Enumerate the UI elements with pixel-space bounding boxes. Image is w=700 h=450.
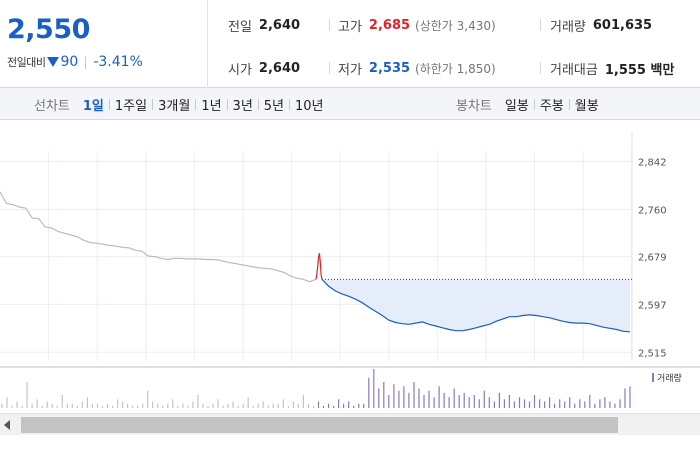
y-tick-label: 2,842 (638, 158, 667, 169)
candle_periods-1[interactable]: 주봉 (539, 98, 564, 114)
stat-label: 저가 (338, 63, 362, 78)
y-tick-label: 2,597 (638, 300, 667, 311)
change-label: 전일대비 (7, 56, 46, 69)
stat-low: 저가 2,535 (하한가 1,850) (338, 59, 496, 78)
y-tick-label: 2,679 (638, 253, 667, 264)
stat-label: 거래대금 (550, 63, 598, 78)
below-prev-close-area (322, 279, 630, 332)
stat-label: 시가 (228, 63, 252, 78)
price-chart[interactable]: 2,842 2,760 2,679 2,597 2,515 거래량 (0, 121, 700, 412)
stat-value: 2,535 (368, 61, 411, 76)
candle-chart-title: 봉차트 (456, 98, 492, 114)
price-chart-svg[interactable]: 2,842 2,760 2,679 2,597 2,515 거래량 (0, 121, 700, 412)
change-rate: -3.41% (93, 54, 143, 70)
current-price-box: 2,550 전일대비 90 -3.41% (0, 0, 208, 88)
toolbar-divider (152, 98, 154, 110)
line-chart-title: 선차트 (34, 98, 70, 114)
toolbar-divider (108, 98, 110, 110)
toolbar-divider (533, 98, 535, 110)
line_periods-0[interactable]: 1일 (82, 98, 104, 114)
line_periods-5[interactable]: 5년 (263, 98, 285, 114)
stat-label: 전일 (228, 20, 252, 35)
volume-legend-label: 거래량 (657, 372, 682, 384)
stat-separator (329, 62, 330, 74)
stat-value: 2,640 (258, 61, 301, 76)
price-series-0 (0, 191, 317, 283)
change-amount: 90 (60, 54, 79, 70)
stat-separator (540, 19, 541, 31)
toolbar-divider (195, 98, 197, 110)
chart-scrollbar[interactable] (0, 413, 700, 435)
stat-high: 고가 2,685 (상한가 3,430) (338, 16, 496, 35)
change-separator (85, 55, 87, 69)
line_periods-2[interactable]: 3개월 (158, 98, 191, 114)
price-series-1 (315, 252, 323, 280)
stat-label: 거래량 (550, 20, 586, 35)
stat-label: 고가 (338, 20, 362, 35)
stat-separator (540, 62, 541, 74)
candle_periods-0[interactable]: 일봉 (504, 98, 529, 114)
current-price: 2,550 (7, 14, 90, 45)
line_periods-4[interactable]: 3년 (232, 98, 253, 114)
toolbar-divider (226, 98, 228, 110)
stat-value: 2,685 (368, 18, 411, 33)
y-tick-label: 2,760 (638, 205, 667, 216)
candle_periods-2[interactable]: 월봉 (574, 98, 599, 114)
line-chart-periods: 선차트 1일 1주일 3개월 1년 3년 5년 10년 (34, 88, 329, 120)
toolbar-divider (568, 98, 570, 110)
line_periods-6[interactable]: 10년 (295, 98, 324, 114)
stat-open: 시가 2,640 (228, 59, 300, 78)
y-tick-label: 2,515 (638, 348, 667, 359)
stat-prev-close: 전일 2,640 (228, 16, 300, 35)
change-row: 전일대비 90 -3.41% (7, 54, 143, 70)
stat-separator (329, 19, 330, 31)
stat-trade-value: 거래대금 1,555 백만 (550, 59, 674, 78)
stat-value: 1,555 백만 (604, 63, 675, 78)
chart-toolbar: 선차트 1일 1주일 3개월 1년 3년 5년 10년 봉차트 일봉 주봉 월봉 (0, 88, 700, 120)
stat-value: 2,640 (258, 18, 301, 33)
price-series-2 (321, 278, 631, 333)
candle-chart-periods: 봉차트 일봉 주봉 월봉 (456, 88, 604, 120)
stat-volume: 거래량 601,635 (550, 16, 652, 35)
upper-limit: (상한가 3,430) (415, 19, 496, 33)
down-triangle-icon (47, 57, 60, 67)
stat-value: 601,635 (592, 18, 653, 33)
scroll-left-arrow-icon[interactable] (4, 420, 10, 430)
line_periods-1[interactable]: 1주일 (114, 98, 148, 114)
toolbar-divider (289, 98, 291, 110)
stock-summary: 2,550 전일대비 90 -3.41% 전일 2,640 고가 2,685 (… (0, 0, 700, 88)
lower-limit: (하한가 1,850) (415, 62, 496, 76)
line_periods-3[interactable]: 1년 (201, 98, 222, 114)
toolbar-divider (257, 98, 259, 110)
volume-legend-swatch (652, 373, 654, 382)
scrollbar-thumb[interactable] (21, 417, 618, 433)
